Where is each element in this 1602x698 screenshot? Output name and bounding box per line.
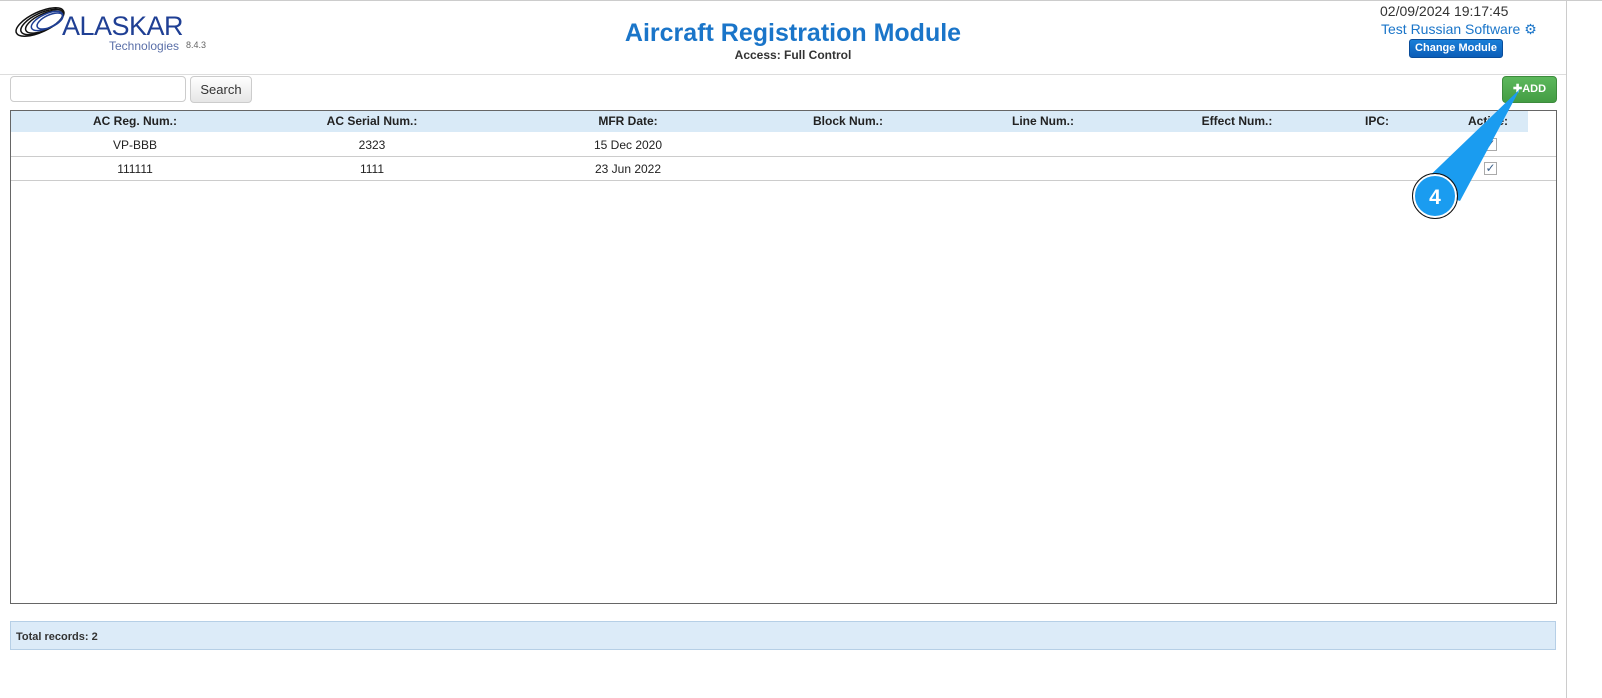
datetime: 02/09/2024 19:17:45 <box>1380 3 1509 19</box>
search-button[interactable]: Search <box>190 76 252 103</box>
col-effect-num[interactable]: Effect Num.: <box>1201 114 1273 128</box>
logo-subtitle: Technologies <box>109 39 180 53</box>
active-checkbox[interactable]: ✓ <box>1484 161 1497 175</box>
access-level: Access: Full Control <box>734 48 852 62</box>
version: 8.4.3 <box>186 40 207 50</box>
company-name: Test Russian Software <box>1381 21 1521 37</box>
active-checkbox[interactable]: ✓ <box>1484 137 1497 151</box>
header-divider <box>0 74 1566 75</box>
col-ipc[interactable]: IPC: <box>1365 114 1389 128</box>
col-ac-serial[interactable]: AC Serial Num.: <box>326 114 418 128</box>
cell-ac-serial: 2323 <box>358 138 386 152</box>
cell-ac-serial: 1111 <box>359 162 385 176</box>
add-label: ADD <box>1522 83 1547 95</box>
col-block-num[interactable]: Block Num.: <box>812 114 884 128</box>
page-title: Aircraft Registration Module <box>624 19 962 47</box>
cell-ac-reg: 111111 <box>117 162 153 176</box>
plus-icon: ✚ <box>1512 83 1523 95</box>
col-active[interactable]: Active: <box>1467 114 1509 128</box>
scrollbar-edge <box>1566 1 1567 698</box>
search-input[interactable] <box>10 76 186 102</box>
aircraft-table: AC Reg. Num.: AC Serial Num.: MFR Date: … <box>10 110 1557 604</box>
table-header: AC Reg. Num.: AC Serial Num.: MFR Date: … <box>11 111 1528 132</box>
table-row[interactable]: 111111 1111 23 Jun 2022 ✓ <box>11 157 1556 181</box>
col-mfr-date[interactable]: MFR Date: <box>598 114 658 128</box>
company-link[interactable]: Test Russian Software ⚙ <box>1381 21 1537 38</box>
alaskar-logo-icon <box>15 7 65 37</box>
total-records: Total records: 2 <box>10 621 1556 650</box>
cell-ac-reg: VP-BBB <box>112 138 158 152</box>
cell-mfr-date: 23 Jun 2022 <box>594 162 662 176</box>
add-button[interactable]: ✚ADD <box>1502 76 1557 103</box>
change-module-button[interactable]: Change Module <box>1409 39 1503 58</box>
gear-icon[interactable]: ⚙ <box>1524 21 1537 37</box>
col-ac-reg[interactable]: AC Reg. Num.: <box>93 114 177 128</box>
table-row[interactable]: VP-BBB 2323 15 Dec 2020 ✓ <box>11 133 1556 157</box>
col-line-num[interactable]: Line Num.: <box>1012 114 1074 128</box>
cell-mfr-date: 15 Dec 2020 <box>593 138 663 152</box>
logo-text: ALASKAR <box>62 11 184 41</box>
